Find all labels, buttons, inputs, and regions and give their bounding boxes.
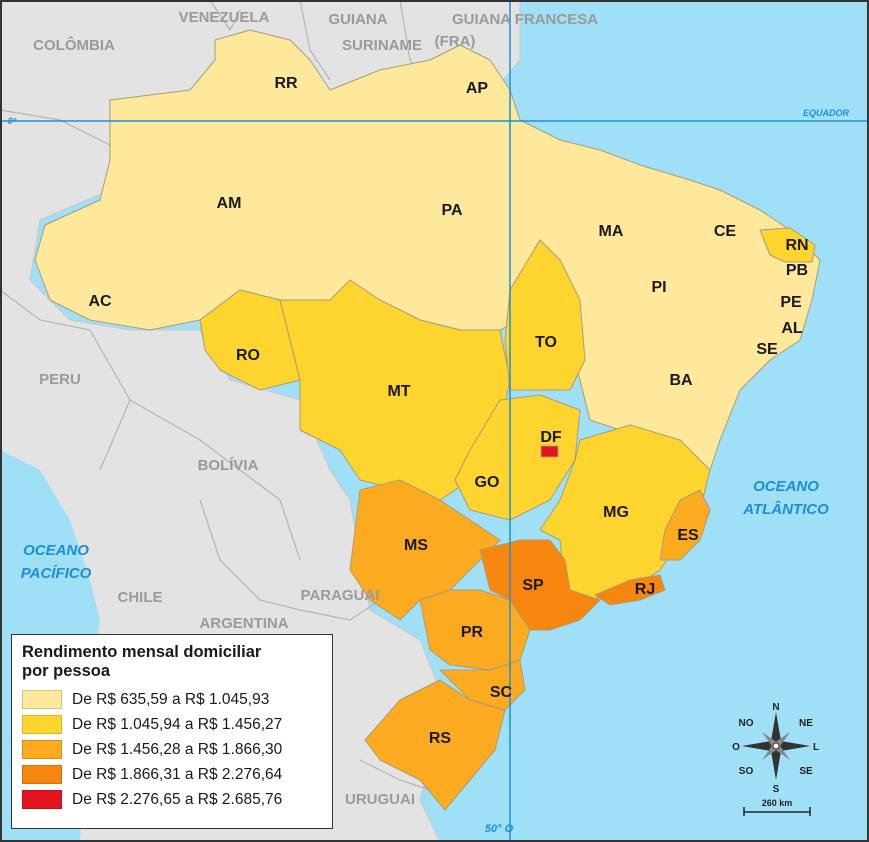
country-colombia: COLÔMBIA <box>33 36 115 54</box>
brazil-states <box>34 29 821 811</box>
country-chile: CHILE <box>118 589 163 606</box>
state-rs <box>364 679 506 811</box>
ocean-pacific-line2: PACÍFICO <box>21 565 92 582</box>
label-go: GO <box>475 474 500 491</box>
label-ce: CE <box>714 223 737 240</box>
label-ma: MA <box>599 223 624 240</box>
country-venezuela: VENEZUELA <box>179 9 270 26</box>
state-to <box>504 239 586 391</box>
compass-n: N <box>772 702 779 713</box>
ocean-atlantic-line2: ATLÂNTICO <box>742 500 829 518</box>
country-suriname: SURINAME <box>342 37 422 54</box>
compass-rose: N S L O NE NO SE SO <box>732 702 819 795</box>
state-go <box>454 394 581 521</box>
meridian-label: 50° O <box>485 823 514 835</box>
country-bolivia: BOLÍVIA <box>198 457 259 474</box>
country-guiana: GUIANA <box>328 11 387 28</box>
compass-se: SE <box>799 766 813 777</box>
legend-row: De R$ 1.045,94 a R$ 1.456,27 <box>22 712 322 737</box>
legend-swatch <box>22 690 62 709</box>
label-rs: RS <box>429 730 452 747</box>
compass-ne: NE <box>799 718 813 729</box>
ocean-labels: OCEANO ATLÂNTICO OCEANO PACÍFICO <box>21 478 829 582</box>
label-rr: RR <box>274 75 298 92</box>
legend-title: Rendimento mensal domiciliar por pessoa <box>22 643 322 681</box>
ocean-atlantic-line1: OCEANO <box>753 478 819 495</box>
scale-bar: 260 km <box>743 798 811 816</box>
legend-label: De R$ 1.045,94 a R$ 1.456,27 <box>72 715 283 733</box>
state-df <box>540 445 559 458</box>
compass-s: S <box>773 784 780 795</box>
legend-label: De R$ 1.866,31 a R$ 2.276,64 <box>72 765 283 783</box>
label-ba: BA <box>669 372 693 389</box>
country-peru: PERU <box>39 371 81 388</box>
legend-swatch <box>22 715 62 734</box>
label-pi: PI <box>651 279 666 296</box>
ocean-pacific-line1: OCEANO <box>23 542 89 559</box>
label-ac: AC <box>88 293 112 310</box>
equator-label: EQUADOR <box>803 108 850 118</box>
label-ms: MS <box>404 537 428 554</box>
state-pr <box>419 589 531 671</box>
legend-row: De R$ 1.456,28 a R$ 1.866,30 <box>22 737 322 762</box>
state-rj <box>594 574 666 606</box>
label-sp: SP <box>522 577 544 594</box>
neighbor-borders <box>0 0 431 791</box>
label-mg: MG <box>603 504 629 521</box>
label-df: DF <box>540 429 562 446</box>
legend-label: De R$ 1.456,28 a R$ 1.866,30 <box>72 740 283 758</box>
country-paraguai: PARAGUAI <box>301 587 380 604</box>
country-guiana-francesa: GUIANA FRANCESA <box>452 11 598 28</box>
legend-row: De R$ 2.276,65 a R$ 2.685,76 <box>22 787 322 812</box>
legend-swatch <box>22 765 62 784</box>
label-pe: PE <box>780 294 802 311</box>
legend-label: De R$ 635,59 a R$ 1.045,93 <box>72 690 270 708</box>
country-argentina: ARGENTINA <box>199 615 288 632</box>
label-es: ES <box>677 527 699 544</box>
label-to: TO <box>535 334 557 351</box>
label-sc: SC <box>490 684 513 701</box>
state-labels: RR AP AM PA AC MA CE PI PB PE AL SE BA R… <box>88 75 808 747</box>
state-rn <box>759 227 816 263</box>
legend-row: De R$ 635,59 a R$ 1.045,93 <box>22 687 322 712</box>
compass-so: SO <box>739 766 754 777</box>
label-al: AL <box>781 320 803 337</box>
label-am: AM <box>217 195 242 212</box>
compass-l: L <box>813 742 819 753</box>
label-rn: RN <box>785 237 808 254</box>
legend-row: De R$ 1.866,31 a R$ 2.276,64 <box>22 762 322 787</box>
compass-no: NO <box>739 718 754 729</box>
label-pb: PB <box>786 262 808 279</box>
legend-title-line2: por pessoa <box>22 662 111 680</box>
label-rj: RJ <box>635 581 655 598</box>
legend-swatch <box>22 790 62 809</box>
country-uruguai: URUGUAI <box>345 791 415 808</box>
legend-swatch <box>22 740 62 759</box>
label-pr: PR <box>461 624 484 641</box>
scale-label: 260 km <box>762 798 793 808</box>
label-ap: AP <box>466 80 489 97</box>
country-fra: (FRA) <box>435 33 476 50</box>
legend-label: De R$ 2.276,65 a R$ 2.685,76 <box>72 790 283 808</box>
label-pa: PA <box>441 202 462 219</box>
compass-o: O <box>732 742 740 753</box>
legend-title-line1: Rendimento mensal domiciliar <box>22 643 262 661</box>
equator-degree: 0° <box>8 116 17 126</box>
state-es <box>659 489 711 561</box>
label-se: SE <box>756 341 778 358</box>
legend: Rendimento mensal domiciliar por pessoa … <box>11 634 333 829</box>
country-labels: VENEZUELA GUIANA GUIANA FRANCESA (FRA) C… <box>33 9 598 808</box>
label-ro: RO <box>236 347 260 364</box>
label-mt: MT <box>387 383 410 400</box>
